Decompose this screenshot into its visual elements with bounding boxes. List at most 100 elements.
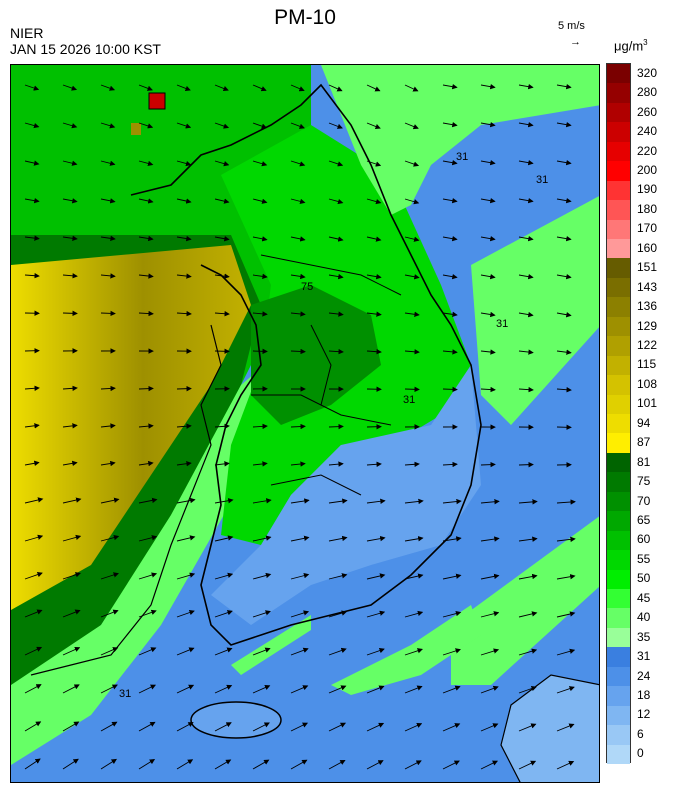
legend-tick-label: 115	[637, 357, 657, 372]
wind-arrow	[366, 273, 382, 280]
wind-arrow	[138, 609, 157, 618]
wind-arrow	[366, 610, 386, 618]
wind-arrow	[556, 349, 572, 355]
wind-arrow	[518, 83, 534, 90]
wind-arrow	[442, 573, 462, 580]
southern-blue-zone	[211, 365, 481, 625]
wind-arrow	[214, 572, 234, 580]
wind-arrow	[290, 461, 306, 467]
wind-arrow	[366, 722, 385, 732]
legend-tick-label: 200	[637, 162, 658, 177]
wind-arrow	[480, 760, 499, 770]
legend-tick-label: 81	[637, 454, 651, 469]
wind-arrow	[100, 122, 116, 129]
wind-arrow	[214, 722, 232, 732]
wind-arrow	[290, 84, 305, 92]
wind-arrow	[138, 497, 158, 504]
wind-arrow	[138, 684, 157, 694]
wind-arrow	[556, 235, 572, 242]
wind-arrow	[366, 160, 382, 167]
wind-arrow	[404, 536, 424, 542]
wind-arrow	[480, 386, 496, 393]
wind-arrow	[176, 235, 192, 242]
wind-arrow	[480, 685, 499, 694]
wind-arrow	[328, 759, 346, 770]
wind-arrow	[328, 236, 344, 242]
wind-arrow	[442, 386, 458, 393]
wind-arrow	[442, 121, 458, 128]
wind-arrow	[24, 122, 40, 129]
legend-tick-label: 136	[637, 299, 658, 314]
wind-arrow	[442, 461, 458, 468]
wind-arrow	[328, 198, 344, 205]
legend-swatch	[607, 180, 630, 201]
wind-arrow	[556, 387, 572, 393]
wind-arrow	[24, 758, 41, 770]
legend-swatch	[607, 686, 630, 707]
wind-arrow	[404, 685, 423, 694]
province-borders	[251, 254, 402, 496]
legend-swatch	[607, 336, 630, 357]
pm10-map-svg: 31 31 31 31 31 75	[11, 65, 599, 782]
wind-arrow	[138, 535, 158, 542]
wind-arrow	[24, 160, 40, 166]
wind-arrow	[442, 235, 458, 242]
legend-swatch	[607, 277, 630, 298]
jeju-island	[190, 701, 282, 739]
wind-arrow	[24, 272, 40, 279]
southeast-green-strip	[451, 516, 599, 685]
wind-arrow	[138, 572, 158, 580]
wind-arrow	[100, 198, 116, 204]
wind-arrow	[24, 84, 40, 91]
wind-arrow	[252, 160, 268, 167]
wind-arrow	[252, 198, 268, 204]
wind-arrow	[252, 461, 268, 467]
legend-swatch	[607, 258, 630, 279]
wind-arrow	[480, 311, 496, 318]
wind-arrow	[404, 160, 420, 167]
wind-arrow	[404, 461, 420, 468]
contour-label: 75	[301, 281, 313, 293]
wind-arrow	[62, 646, 81, 656]
wind-arrow	[100, 310, 116, 317]
wind-arrow	[176, 722, 194, 732]
wind-arrow	[442, 159, 458, 166]
wind-arrow	[480, 121, 496, 128]
wind-vector-field	[24, 83, 576, 770]
wind-arrow	[556, 686, 575, 694]
wind-arrow	[556, 83, 572, 90]
wind-arrow	[24, 385, 40, 391]
wind-arrow	[328, 498, 348, 504]
wind-arrow	[290, 160, 306, 167]
unit-base: μg/m	[614, 38, 644, 54]
legend-tick-label: 101	[637, 396, 658, 411]
wind-arrow	[100, 497, 120, 504]
forecast-timestamp: JAN 15 2026 10:00 KST	[10, 41, 161, 57]
legend-tick-label: 143	[637, 279, 658, 294]
wind-arrow	[328, 348, 344, 355]
legend-swatch	[607, 608, 630, 629]
legend-tick-label: 60	[637, 532, 651, 547]
wind-arrow	[138, 647, 157, 656]
legend-tick-label: 280	[637, 85, 658, 100]
wind-arrow	[62, 310, 78, 317]
wind-arrow	[404, 573, 424, 580]
contour-label: 31	[456, 151, 468, 163]
legend-swatch	[607, 705, 630, 726]
wind-arrow	[556, 536, 576, 543]
wind-arrow	[100, 684, 118, 694]
legend-swatch	[607, 433, 630, 454]
legend-swatch	[607, 452, 630, 473]
wind-arrow	[62, 572, 81, 580]
wind-arrow	[366, 311, 382, 317]
legend-tick-label: 108	[637, 376, 658, 391]
unit-label: μg/m3	[614, 38, 648, 53]
wind-arrow	[366, 348, 382, 355]
legend-tick-label: 6	[637, 726, 644, 741]
wind-arrow	[176, 160, 192, 167]
legend-tick-label: 70	[637, 493, 651, 508]
legend-swatch	[607, 550, 630, 571]
wind-arrow	[62, 122, 78, 129]
legend-tick-label: 160	[637, 240, 658, 255]
wind-arrow	[138, 273, 154, 279]
